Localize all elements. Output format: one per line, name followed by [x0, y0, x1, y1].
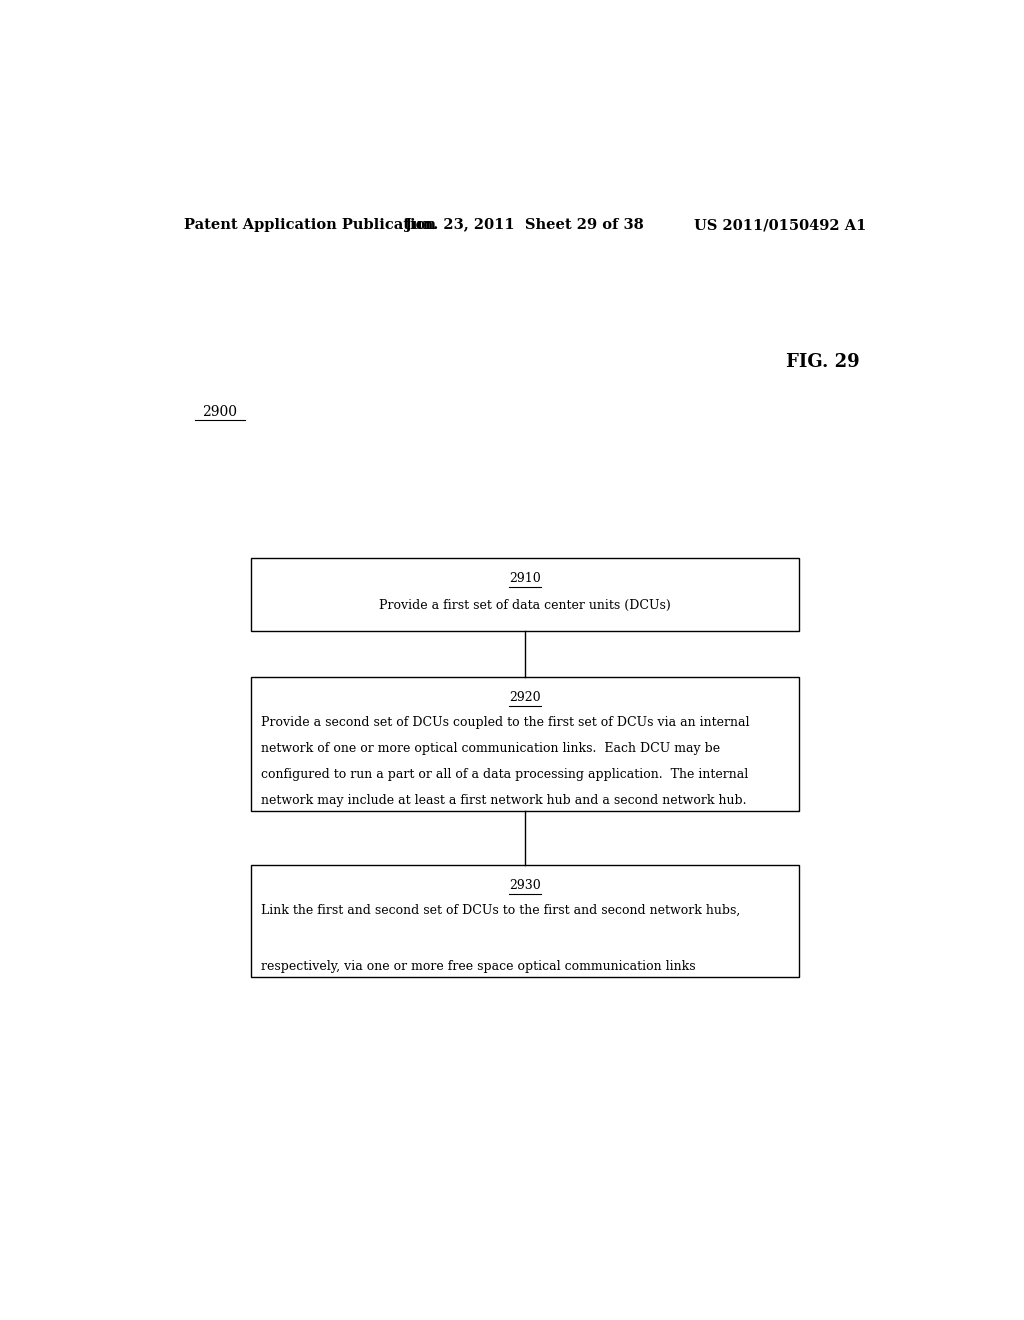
Text: FIG. 29: FIG. 29 — [785, 352, 859, 371]
Text: 2910: 2910 — [509, 572, 541, 585]
Text: Provide a second set of DCUs coupled to the first set of DCUs via an internal: Provide a second set of DCUs coupled to … — [260, 715, 749, 729]
Text: Jun. 23, 2011  Sheet 29 of 38: Jun. 23, 2011 Sheet 29 of 38 — [406, 219, 644, 232]
Text: configured to run a part or all of a data processing application.  The internal: configured to run a part or all of a dat… — [260, 768, 748, 781]
Text: US 2011/0150492 A1: US 2011/0150492 A1 — [693, 219, 866, 232]
FancyBboxPatch shape — [251, 677, 799, 810]
FancyBboxPatch shape — [251, 865, 799, 977]
Text: Link the first and second set of DCUs to the first and second network hubs,: Link the first and second set of DCUs to… — [260, 904, 739, 917]
Text: Patent Application Publication: Patent Application Publication — [183, 219, 435, 232]
Text: network may include at least a first network hub and a second network hub.: network may include at least a first net… — [260, 795, 746, 808]
Text: 2930: 2930 — [509, 879, 541, 891]
Text: Provide a first set of data center units (DCUs): Provide a first set of data center units… — [379, 599, 671, 612]
Text: 2900: 2900 — [202, 405, 237, 420]
Text: 2920: 2920 — [509, 690, 541, 704]
Text: respectively, via one or more free space optical communication links: respectively, via one or more free space… — [260, 960, 695, 973]
Text: network of one or more optical communication links.  Each DCU may be: network of one or more optical communica… — [260, 742, 720, 755]
FancyBboxPatch shape — [251, 558, 799, 631]
